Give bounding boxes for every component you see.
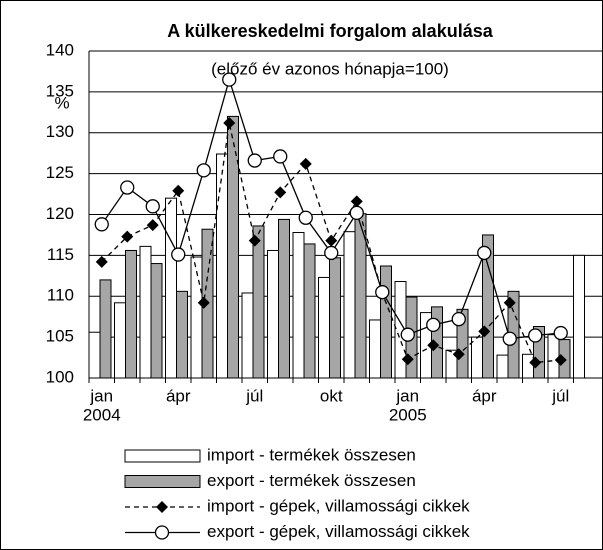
bar (252, 225, 265, 379)
x-tick-label: ápr (166, 386, 191, 405)
bar (241, 292, 254, 379)
legend-marker (156, 501, 168, 513)
bar (99, 279, 112, 379)
marker (95, 255, 108, 268)
bar (216, 153, 228, 379)
y-tick-label: 140 (46, 40, 74, 59)
x-tick-label: jan (395, 386, 419, 405)
marker (324, 245, 339, 261)
bar (318, 276, 330, 379)
marker (553, 325, 568, 341)
chart-subtitle: (előző év azonos hónapja=100) (211, 59, 449, 78)
bar (278, 218, 290, 379)
y-tick-label: 110 (47, 286, 74, 305)
bar (114, 302, 126, 379)
y-tick-label: 105 (46, 327, 74, 346)
marker (273, 149, 288, 164)
y-tick-label: 130 (46, 122, 74, 141)
marker (478, 325, 491, 338)
marker (427, 339, 440, 352)
bar (125, 249, 137, 379)
marker (452, 348, 465, 361)
bar (343, 231, 356, 379)
marker (528, 328, 543, 343)
marker (197, 296, 210, 309)
marker (274, 186, 287, 199)
bar (303, 243, 316, 379)
marker (503, 296, 516, 309)
bar (150, 263, 163, 379)
chart-title: A külkereskedelmi forgalom alakulása (167, 21, 493, 41)
marker (172, 184, 185, 197)
y-tick-label: 100 (46, 367, 74, 386)
marker (146, 219, 159, 232)
bar (292, 231, 305, 379)
y-axis-label: % (54, 93, 69, 112)
marker (477, 245, 492, 261)
bar (329, 257, 341, 379)
marker (401, 353, 414, 366)
marker (248, 234, 261, 247)
marker (145, 199, 160, 214)
y-tick-label: 135 (46, 81, 74, 100)
bar (496, 354, 509, 379)
bar (471, 336, 483, 379)
bar (380, 265, 392, 379)
y-tick-label: 115 (47, 245, 74, 264)
legend-label: import - termékek összesen (207, 445, 416, 464)
marker (196, 163, 211, 178)
legend-label: export - termékek összesen (207, 471, 416, 490)
marker (375, 285, 390, 300)
marker (502, 331, 517, 346)
marker (298, 210, 313, 225)
marker (451, 311, 466, 327)
marker (350, 195, 363, 208)
marker (325, 234, 338, 247)
marker (222, 72, 237, 87)
marker (349, 205, 364, 221)
marker (120, 180, 135, 195)
x-tick-label: okt (320, 386, 343, 405)
bar (176, 290, 188, 379)
legend-label: export - gépek, villamossági cikkek (207, 522, 470, 541)
x-tick-label: ápr (472, 386, 497, 405)
bar (139, 245, 152, 379)
bar (165, 197, 177, 379)
marker (223, 116, 236, 129)
bar (190, 256, 203, 379)
marker (94, 217, 109, 232)
x-year-label: 2005 (389, 405, 427, 424)
bar (369, 319, 381, 379)
x-tick-label: júl (551, 386, 569, 405)
y-tick-label: 120 (46, 204, 74, 223)
marker (529, 356, 542, 369)
x-tick-label: jan (89, 386, 113, 405)
legend-swatch (124, 449, 201, 463)
bar (88, 331, 101, 379)
marker (426, 317, 441, 333)
bar (522, 353, 534, 379)
bar (573, 254, 585, 379)
marker (299, 157, 312, 170)
x-tick-label: júl (245, 386, 263, 405)
marker (400, 327, 415, 342)
legend-swatch (124, 475, 201, 488)
bar (547, 334, 560, 379)
marker (171, 247, 186, 262)
legend-marker (154, 525, 170, 540)
y-tick-label: 125 (46, 163, 74, 182)
marker (247, 153, 262, 168)
legend-label: import - gépek, villamossági cikkek (207, 496, 470, 515)
x-year-label: 2004 (83, 405, 121, 424)
marker (121, 230, 134, 243)
bar (267, 249, 279, 379)
marker (554, 354, 567, 367)
